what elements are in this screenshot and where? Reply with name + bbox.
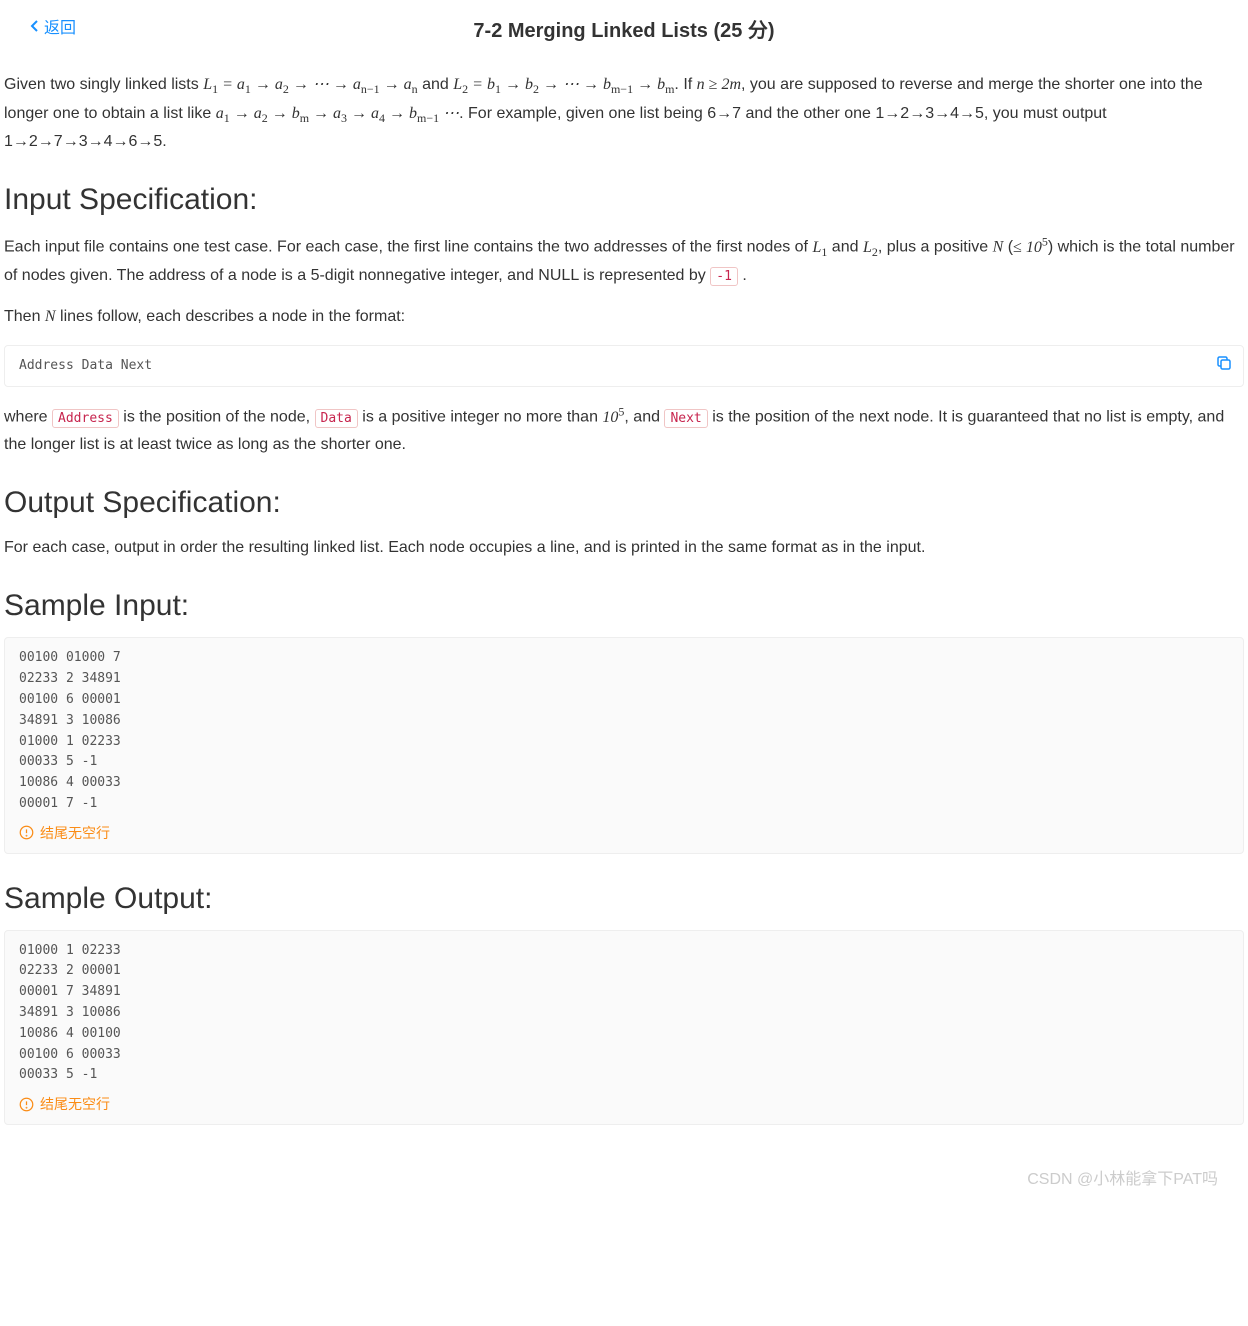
warning-icon <box>19 1097 34 1112</box>
inline-code-address: Address <box>52 409 119 428</box>
format-code: Address Data Next <box>19 356 1229 377</box>
inline-code-data: Data <box>315 409 358 428</box>
back-label: 返回 <box>44 14 76 38</box>
input-spec-heading: Input Specification: <box>4 183 1244 217</box>
trailing-note: 结尾无空行 <box>19 823 1229 843</box>
inline-code-neg1: -1 <box>710 267 738 286</box>
sample-output-block: 01000 1 02233 02233 2 00001 00001 7 3489… <box>4 930 1244 1126</box>
input-spec-p3: where Address is the position of the nod… <box>4 401 1244 458</box>
warning-icon <box>19 825 34 840</box>
page-header: 返回 7-2 Merging Linked Lists (25 分) <box>0 0 1248 57</box>
sample-output-code: 01000 1 02233 02233 2 00001 00001 7 3489… <box>19 941 1229 1087</box>
chevron-left-icon <box>30 19 40 33</box>
inline-code-next: Next <box>664 409 707 428</box>
page-title: 7-2 Merging Linked Lists (25 分) <box>0 14 1248 43</box>
watermark: CSDN @小林能拿下PAT吗 <box>0 1159 1248 1203</box>
output-spec-text: For each case, output in order the resul… <box>4 534 1244 561</box>
sample-output-heading: Sample Output: <box>4 882 1244 916</box>
back-link[interactable]: 返回 <box>30 14 76 38</box>
format-code-block: Address Data Next <box>4 345 1244 388</box>
input-spec-p2: Then N lines follow, each describes a no… <box>4 303 1244 330</box>
trailing-note-text: 结尾无空行 <box>40 1094 110 1114</box>
input-spec-p1: Each input file contains one test case. … <box>4 231 1244 289</box>
sample-input-code: 00100 01000 7 02233 2 34891 00100 6 0000… <box>19 648 1229 814</box>
trailing-note: 结尾无空行 <box>19 1094 1229 1114</box>
sample-input-heading: Sample Input: <box>4 589 1244 623</box>
output-spec-heading: Output Specification: <box>4 486 1244 520</box>
problem-description: Given two singly linked lists L1 = a1 → … <box>4 71 1244 155</box>
trailing-note-text: 结尾无空行 <box>40 823 110 843</box>
copy-icon[interactable] <box>1215 354 1233 372</box>
problem-content: Given two singly linked lists L1 = a1 → … <box>0 71 1248 1159</box>
sample-input-block: 00100 01000 7 02233 2 34891 00100 6 0000… <box>4 637 1244 853</box>
